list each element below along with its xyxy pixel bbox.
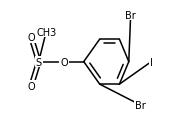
Text: CH3: CH3 [36, 27, 56, 37]
Text: S: S [36, 57, 42, 67]
Text: I: I [150, 57, 153, 67]
Text: O: O [27, 33, 35, 43]
Text: O: O [27, 81, 35, 91]
Text: Br: Br [135, 100, 145, 110]
Text: Br: Br [125, 11, 136, 21]
Text: O: O [60, 57, 68, 67]
